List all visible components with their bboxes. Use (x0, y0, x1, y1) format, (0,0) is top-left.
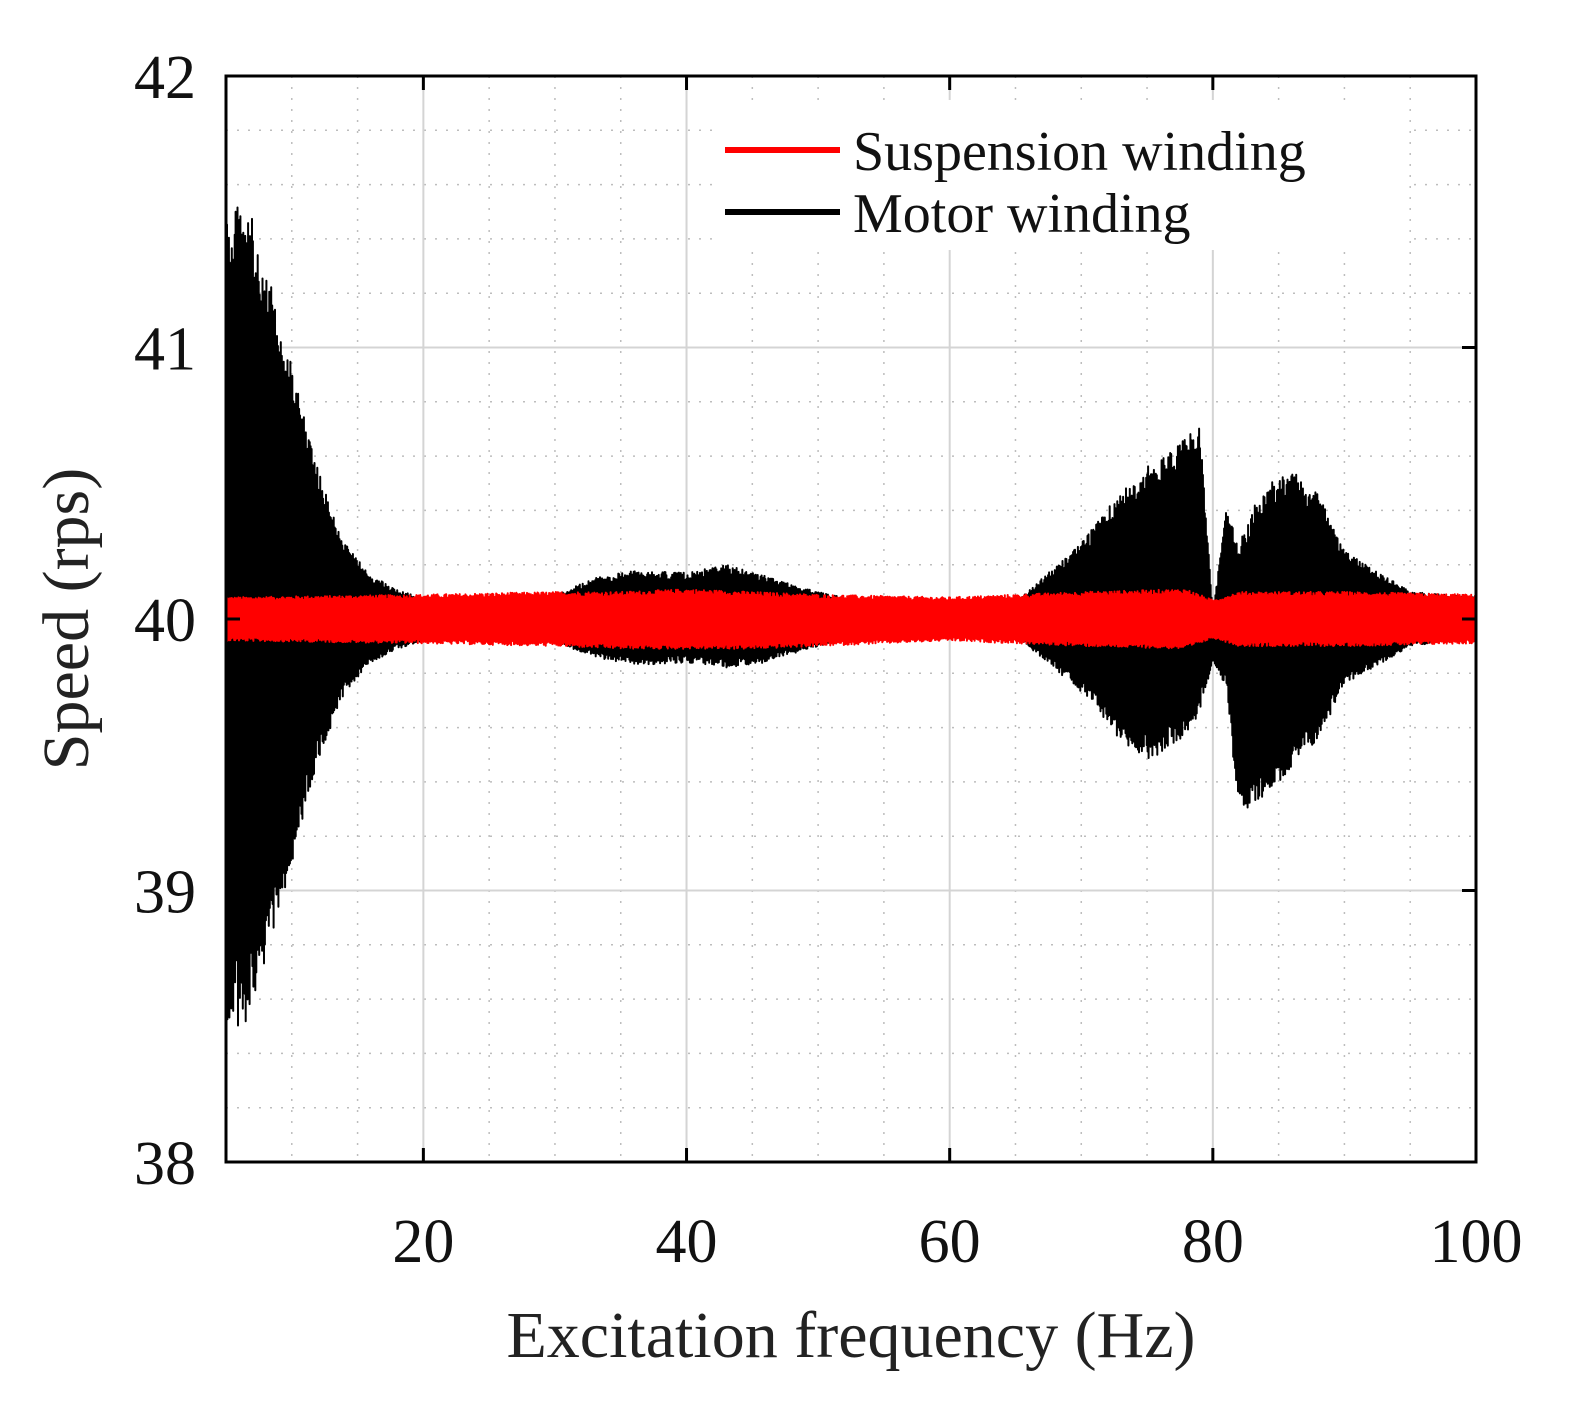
x-tick-label: 100 (1430, 1208, 1523, 1276)
y-tick-label: 41 (134, 316, 196, 384)
x-axis-title: Excitation frequency (Hz) (506, 1299, 1195, 1372)
y-tick-label: 40 (134, 587, 196, 655)
x-tick-label: 40 (656, 1208, 718, 1276)
x-tick-label: 80 (1182, 1208, 1244, 1276)
legend: Suspension winding Motor winding (715, 100, 1405, 250)
x-tick-label: 20 (392, 1208, 454, 1276)
series-line-suspension-winding (225, 588, 1477, 650)
y-axis-title: Speed (rps) (30, 468, 103, 770)
y-tick-label: 42 (134, 44, 196, 112)
series-layer (225, 203, 1477, 1027)
legend-background (715, 100, 1405, 250)
legend-label-motor-winding: Motor winding (853, 183, 1191, 245)
x-tick-label: 60 (919, 1208, 981, 1276)
y-tick-label: 39 (134, 859, 196, 927)
y-tick-label: 38 (134, 1130, 196, 1198)
legend-label-suspension-winding: Suspension winding (853, 121, 1306, 183)
tick-layer: 20 40 60 80 100 38 39 40 41 42 (134, 44, 1523, 1276)
